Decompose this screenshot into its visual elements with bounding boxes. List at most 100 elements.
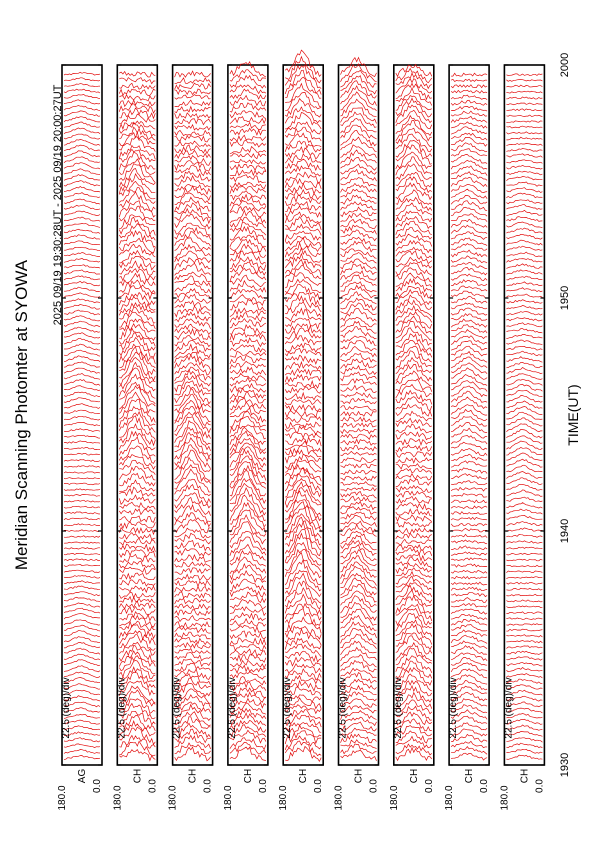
scan-trace — [450, 224, 488, 234]
scan-trace — [450, 448, 488, 457]
scan-trace — [395, 182, 433, 201]
scan-trace — [285, 513, 322, 539]
scan-trace — [118, 405, 156, 427]
scan-trace — [119, 508, 156, 516]
scale-label: 22.5 (deg)/div — [172, 677, 183, 738]
scan-trace — [450, 273, 488, 281]
scan-trace — [395, 202, 432, 217]
scan-trace — [395, 417, 432, 428]
scan-trace — [119, 734, 156, 749]
scan-trace — [506, 662, 543, 667]
scan-trace — [450, 404, 488, 416]
scan-trace — [451, 380, 488, 392]
scan-trace — [450, 89, 488, 94]
scale-label: 22.5 (deg)/div — [448, 677, 459, 738]
scan-trace — [340, 270, 377, 281]
scan-trace — [285, 82, 322, 108]
scan-trace — [229, 274, 267, 288]
scan-trace — [174, 375, 211, 393]
scan-trace — [506, 650, 543, 655]
scan-trace — [63, 180, 101, 187]
scan-trace — [395, 378, 433, 392]
scan-trace — [506, 502, 543, 509]
scan-trace — [340, 672, 377, 685]
scan-trace — [395, 655, 433, 673]
scan-trace — [63, 671, 101, 678]
scan-trace — [174, 585, 211, 593]
scan-trace — [395, 546, 433, 556]
scan-trace — [229, 387, 266, 400]
scan-trace — [118, 343, 156, 364]
scan-trace — [450, 704, 488, 714]
scan-trace — [340, 326, 377, 340]
scan-trace — [284, 106, 322, 124]
scan-trace — [506, 350, 543, 357]
scan-trace — [506, 148, 543, 152]
scan-trace — [63, 695, 101, 702]
scan-trace — [451, 324, 488, 334]
scan-trace — [63, 725, 101, 731]
scan-trace — [340, 749, 377, 762]
scan-trace — [229, 737, 267, 751]
scan-trace — [450, 328, 488, 339]
scan-trace — [229, 121, 266, 130]
scan-trace — [285, 643, 322, 657]
scan-trace — [395, 72, 432, 90]
scan-trace — [63, 596, 101, 603]
scan-trace — [285, 223, 322, 236]
scan-trace — [174, 636, 211, 646]
scan-trace — [340, 129, 377, 147]
scan-trace — [63, 535, 101, 538]
scan-trace — [451, 460, 488, 468]
scan-trace — [395, 711, 433, 726]
scan-trace — [119, 423, 156, 447]
scan-trace — [63, 743, 101, 748]
scan-trace — [119, 214, 156, 229]
scan-trace — [63, 683, 101, 690]
scan-trace — [395, 104, 433, 124]
scan-trace — [450, 715, 488, 725]
scan-trace — [340, 627, 377, 645]
scan-trace — [284, 722, 322, 733]
scan-trace — [506, 673, 543, 679]
scan-trace — [119, 345, 156, 369]
scan-trace — [63, 315, 101, 322]
scan-trace — [506, 373, 543, 380]
scan-trace — [506, 176, 543, 181]
scan-trace — [229, 442, 267, 462]
scan-trace — [284, 323, 322, 334]
scan-trace — [174, 658, 211, 667]
scan-trace — [119, 553, 156, 563]
scan-trace — [340, 63, 377, 82]
scan-trace — [174, 327, 211, 341]
scan-trace — [340, 500, 377, 511]
scan-trace — [119, 332, 156, 352]
scan-trace — [506, 96, 543, 100]
scan-trace — [285, 246, 322, 263]
scan-trace — [395, 705, 432, 721]
channel-panel: 180.0 0.0 CH 22.5 (deg)/div — [334, 56, 380, 811]
scan-trace — [229, 487, 267, 516]
scan-trace — [395, 444, 433, 453]
scan-trace — [506, 192, 543, 199]
scan-trace — [118, 655, 156, 675]
scan-trace — [506, 299, 543, 304]
scan-trace — [395, 272, 433, 288]
scan-trace — [340, 358, 377, 369]
scan-trace — [229, 256, 267, 271]
scan-trace — [340, 281, 377, 293]
scan-trace — [119, 70, 156, 78]
scan-trace — [340, 450, 377, 456]
scan-trace — [395, 607, 433, 627]
scan-trace — [119, 515, 156, 523]
scan-trace — [450, 602, 488, 608]
scan-trace — [395, 163, 432, 181]
scan-trace — [340, 678, 377, 690]
scan-trace — [451, 262, 488, 269]
channel-panel: 180.0 0.0 AG 22.5 (deg)/div — [57, 64, 103, 811]
x-tick-label: 2000 — [559, 53, 571, 77]
scan-trace — [284, 391, 322, 401]
scan-trace — [63, 630, 101, 637]
scan-trace — [63, 564, 101, 567]
scan-trace — [340, 721, 377, 732]
